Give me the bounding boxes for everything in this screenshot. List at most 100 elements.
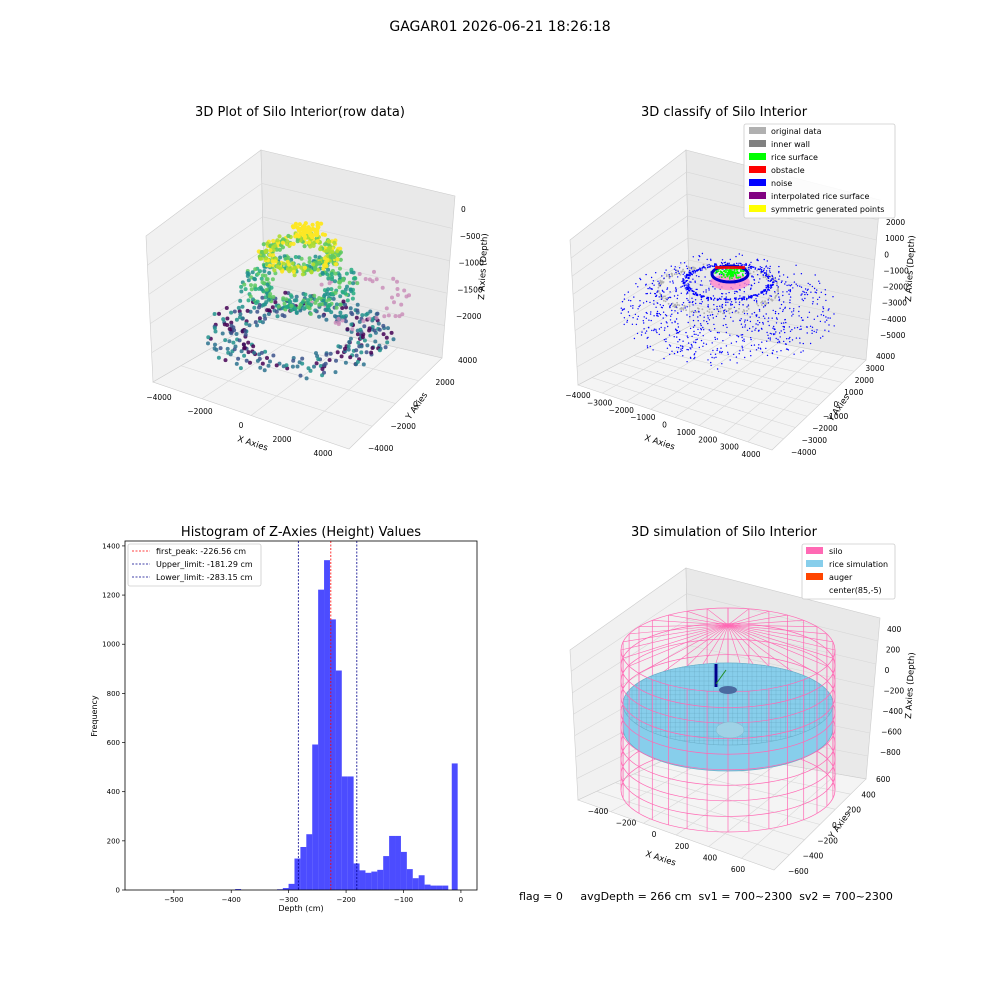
- axis-tick-label: 1000: [844, 388, 863, 397]
- data-point: [660, 326, 662, 329]
- data-point: [753, 282, 756, 285]
- data-point: [776, 357, 779, 359]
- grid-line: [571, 193, 877, 277]
- data-point: [785, 321, 787, 324]
- data-point: [820, 291, 822, 293]
- data-point: [681, 350, 683, 352]
- data-point: [692, 272, 695, 274]
- data-point: [238, 312, 243, 317]
- data-point: [386, 313, 391, 318]
- data-point: [333, 271, 338, 276]
- data-point: [345, 298, 350, 303]
- data-point: [756, 302, 758, 305]
- data-point: [692, 256, 694, 258]
- histogram-bars: [235, 560, 458, 890]
- data-point: [334, 262, 339, 267]
- data-point: [680, 292, 682, 294]
- data-point: [770, 333, 773, 335]
- data-point: [752, 271, 755, 273]
- axis-tick-label: 0: [662, 421, 667, 430]
- histogram-bar: [347, 776, 354, 890]
- data-point: [735, 274, 738, 277]
- data-point: [677, 341, 679, 343]
- x-tick-label: −400: [222, 896, 241, 904]
- data-point: [693, 341, 695, 343]
- data-point: [381, 332, 386, 337]
- classify-3d-panel: 3D classify of Silo Interior −4000−3000−…: [565, 105, 917, 459]
- data-point: [318, 247, 323, 252]
- data-point: [373, 339, 378, 344]
- data-point: [326, 267, 331, 272]
- data-point: [688, 289, 690, 292]
- data-point: [639, 300, 641, 302]
- data-point: [708, 308, 711, 311]
- data-point: [675, 271, 677, 274]
- data-point: [636, 318, 639, 320]
- data-point: [338, 302, 343, 307]
- legend-label: center(85,-5): [829, 586, 882, 595]
- data-point: [655, 306, 657, 308]
- data-point: [750, 267, 752, 270]
- data-point: [714, 288, 716, 290]
- data-point: [694, 356, 696, 359]
- data-point: [695, 288, 697, 291]
- data-point: [725, 345, 728, 347]
- data-point: [639, 277, 641, 280]
- data-point: [693, 311, 695, 314]
- data-point: [710, 297, 713, 300]
- data-point: [762, 323, 764, 325]
- data-point: [697, 328, 699, 331]
- data-point: [687, 276, 689, 279]
- classify-3d-title: 3D classify of Silo Interior: [641, 105, 808, 120]
- histogram-bar: [412, 878, 419, 890]
- axis-tick-label: −1000: [883, 266, 909, 275]
- data-point: [687, 284, 689, 287]
- data-point: [322, 370, 326, 375]
- data-point: [777, 338, 779, 341]
- data-point: [807, 282, 809, 285]
- data-point: [761, 266, 763, 269]
- data-point: [750, 338, 752, 341]
- data-point: [381, 323, 386, 328]
- data-point: [720, 270, 722, 273]
- legend-swatch: [806, 573, 823, 580]
- data-point: [399, 302, 404, 307]
- data-point: [334, 305, 339, 310]
- axis-tick-label: −1000: [630, 413, 656, 422]
- data-point: [708, 263, 710, 266]
- data-point: [743, 321, 746, 323]
- data-point: [348, 355, 353, 360]
- data-point: [727, 273, 730, 276]
- data-point: [290, 364, 295, 369]
- data-point: [713, 304, 715, 306]
- raw-3d-points: [206, 221, 411, 381]
- data-point: [341, 299, 346, 304]
- data-point: [277, 304, 281, 309]
- data-point: [334, 302, 339, 307]
- data-point: [769, 295, 771, 297]
- axis-tick-label: 400: [703, 853, 718, 862]
- data-point: [702, 326, 704, 329]
- data-point: [758, 308, 761, 311]
- data-point: [765, 313, 767, 315]
- data-point: [383, 345, 388, 350]
- data-point: [740, 334, 742, 336]
- data-point: [251, 297, 255, 302]
- data-point: [346, 344, 351, 349]
- data-point: [760, 327, 763, 330]
- data-point: [793, 281, 796, 283]
- data-point: [744, 324, 747, 326]
- data-point: [723, 270, 726, 272]
- data-point: [355, 308, 360, 313]
- y-tick-label: 1400: [102, 542, 120, 550]
- data-point: [694, 280, 696, 282]
- data-point: [687, 287, 689, 290]
- data-point: [645, 317, 647, 319]
- data-point: [700, 269, 702, 272]
- data-point: [670, 272, 673, 275]
- legend-label: interpolated rice surface: [771, 192, 869, 201]
- data-point: [782, 325, 784, 328]
